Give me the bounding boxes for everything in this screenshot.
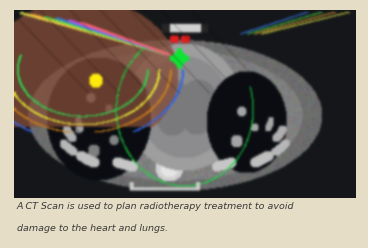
Text: damage to the heart and lungs.: damage to the heart and lungs. — [17, 224, 167, 233]
Text: A CT Scan is used to plan radiotherapy treatment to avoid: A CT Scan is used to plan radiotherapy t… — [17, 202, 294, 211]
